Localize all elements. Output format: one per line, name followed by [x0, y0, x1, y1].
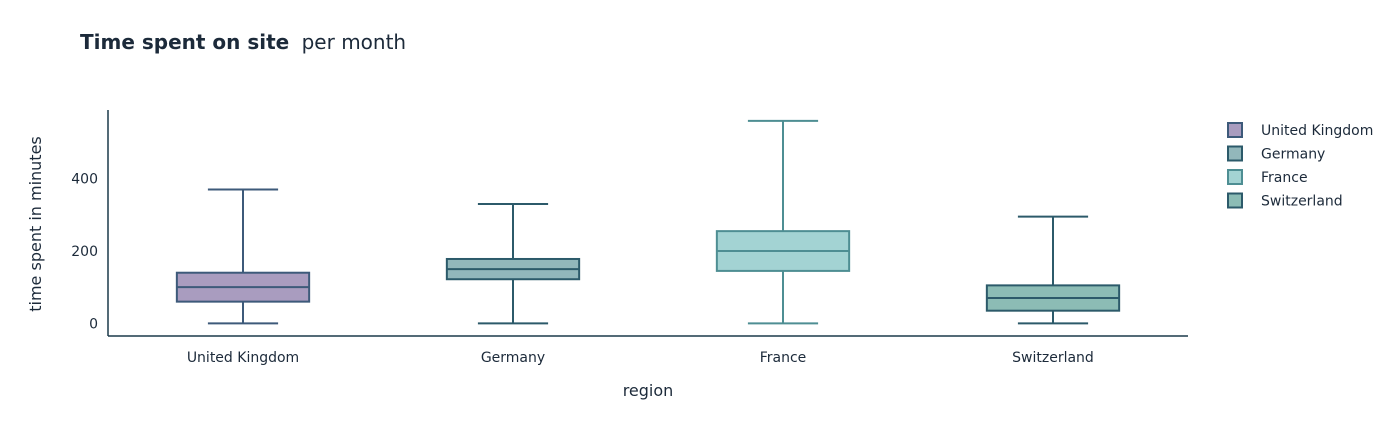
x-tick-label: Switzerland — [1012, 350, 1094, 366]
y-tick-label: 200 — [71, 244, 98, 260]
axes-layer — [107, 110, 1188, 337]
legend-swatch — [1227, 169, 1243, 185]
legend-label: Germany — [1261, 147, 1325, 163]
legend-swatch — [1227, 192, 1243, 209]
x-tick-label: United Kingdom — [187, 350, 299, 366]
x-axis-title: region — [623, 381, 674, 400]
legend-label: France — [1261, 170, 1308, 186]
y-tick-label: 0 — [89, 316, 98, 332]
chart-title-sub: per month — [302, 30, 407, 54]
legend: United Kingdom Germany France Switzerland — [1227, 122, 1373, 210]
y-tick-labels: 0 200 400 — [71, 172, 98, 333]
chart-title-main: Time spent on site — [80, 30, 289, 54]
x-tick-label: France — [760, 350, 807, 366]
box-switzerland — [985, 215, 1121, 325]
legend-item[interactable]: France — [1227, 169, 1308, 186]
legend-item[interactable]: Switzerland — [1227, 192, 1343, 210]
legend-item[interactable]: United Kingdom — [1227, 122, 1373, 139]
legend-item[interactable]: Germany — [1227, 145, 1325, 163]
boxes-layer — [175, 119, 1121, 325]
box-united-kingdom — [175, 188, 311, 325]
legend-swatch — [1227, 145, 1243, 162]
legend-label: United Kingdom — [1261, 123, 1373, 139]
x-tick-label: Germany — [481, 350, 545, 366]
y-axis-title: time spent in minutes — [26, 136, 45, 312]
box-germany — [445, 203, 581, 325]
legend-swatch — [1227, 122, 1243, 138]
y-tick-label: 400 — [71, 172, 98, 188]
chart-title: Time spent on site per month — [80, 30, 406, 54]
legend-label: Switzerland — [1261, 194, 1343, 210]
x-tick-labels: United Kingdom Germany France Switzerland — [187, 350, 1094, 366]
box-france — [715, 119, 851, 325]
